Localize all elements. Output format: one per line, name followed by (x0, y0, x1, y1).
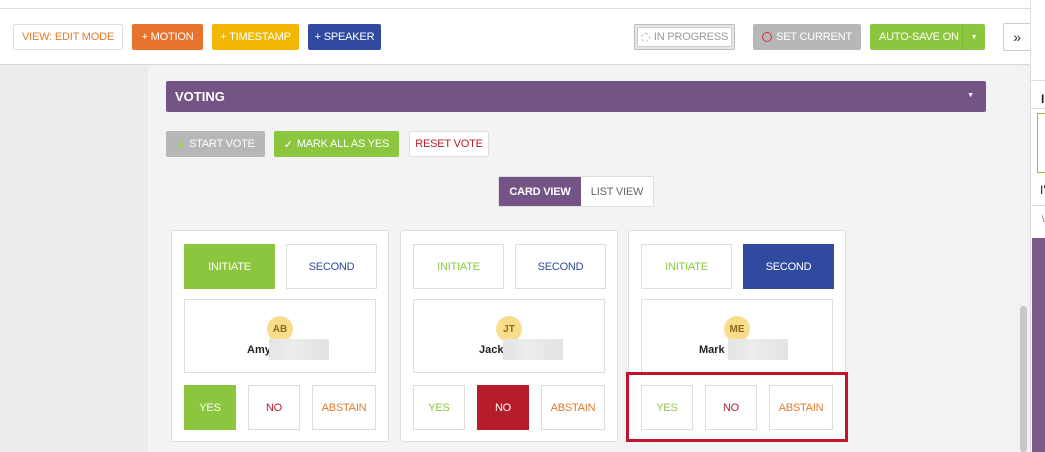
abstain-button[interactable]: ABSTAIN (769, 385, 833, 430)
abstain-button[interactable]: ABSTAIN (541, 385, 605, 430)
no-button[interactable]: NO (705, 385, 757, 430)
in-progress-inner: IN PROGRESS (637, 27, 732, 47)
divider (1031, 80, 1045, 81)
abstain-button[interactable]: ABSTAIN (312, 385, 376, 430)
toolbar: VIEW: EDIT MODE + MOTION + TIMESTAMP + S… (0, 9, 1045, 65)
right-side-panel: I I' \ (1030, 0, 1045, 452)
second-button[interactable]: SECOND (515, 244, 606, 289)
check-icon: ✓ (283, 138, 293, 151)
avatar: ME (724, 316, 750, 342)
mark-all-yes-button[interactable]: ✓ MARK ALL AS YES (274, 131, 399, 157)
view-mode-button[interactable]: VIEW: EDIT MODE (13, 24, 123, 50)
yes-button[interactable]: YES (413, 385, 465, 430)
reset-vote-button[interactable]: RESET VOTE (409, 131, 489, 157)
second-button[interactable]: SECOND (743, 244, 834, 289)
member-info: ME Mark (641, 299, 833, 373)
chevron-down-icon[interactable]: ▼ (967, 92, 974, 99)
scrollbar[interactable] (1016, 66, 1030, 452)
member-card: INITIATE SECOND ME Mark YES NO ABSTAIN (628, 230, 846, 442)
initiate-button[interactable]: INITIATE (641, 244, 732, 289)
right-panel-purple-block (1032, 238, 1045, 452)
scrollbar-thumb[interactable] (1020, 306, 1027, 452)
member-name: Mark (699, 344, 725, 356)
right-panel-text: I' (1040, 183, 1045, 197)
member-card: INITIATE SECOND JT Jack YES NO ABSTAIN (400, 230, 618, 442)
card-view-tab[interactable]: CARD VIEW (499, 177, 581, 206)
voting-title: VOTING (175, 89, 225, 104)
second-button[interactable]: SECOND (286, 244, 377, 289)
mark-all-yes-label: MARK ALL AS YES (296, 138, 390, 150)
auto-save-label: AUTO-SAVE ON (879, 31, 959, 43)
auto-save-button[interactable]: AUTO-SAVE ON ▼ (870, 24, 985, 50)
initiate-button[interactable]: INITIATE (184, 244, 275, 289)
top-strip (0, 0, 1030, 9)
add-motion-button[interactable]: + MOTION (132, 24, 203, 50)
person-icon: ♟ (176, 138, 185, 150)
voting-header[interactable]: VOTING ▼ (166, 81, 986, 112)
divider (1031, 108, 1045, 109)
chevron-down-icon[interactable]: ▼ (962, 24, 985, 50)
target-icon (762, 32, 773, 42)
member-info: AB Amy (184, 299, 376, 373)
redacted-surname (503, 339, 563, 360)
start-vote-label: START VOTE (188, 138, 255, 150)
right-panel-green-box (1037, 113, 1045, 173)
in-progress-label: IN PROGRESS (653, 31, 729, 43)
yes-button[interactable]: YES (184, 385, 236, 430)
member-card: INITIATE SECOND AB Amy YES NO ABSTAIN (171, 230, 389, 442)
left-gutter (0, 66, 148, 452)
redacted-surname (728, 339, 788, 360)
set-current-label: SET CURRENT (776, 31, 852, 43)
member-name: Amy (247, 344, 271, 356)
add-speaker-button[interactable]: + SPEAKER (308, 24, 381, 50)
right-panel-text: I (1041, 92, 1045, 106)
avatar: JT (496, 316, 522, 342)
list-view-tab[interactable]: LIST VIEW (581, 177, 653, 206)
no-button[interactable]: NO (477, 385, 529, 430)
redacted-surname (269, 339, 329, 360)
yes-button[interactable]: YES (641, 385, 693, 430)
avatar: AB (267, 316, 293, 342)
set-current-button[interactable]: SET CURRENT (753, 24, 861, 50)
view-toggle: CARD VIEW LIST VIEW (498, 176, 654, 207)
member-name: Jack (479, 344, 504, 356)
member-info: JT Jack (413, 299, 605, 373)
no-button[interactable]: NO (248, 385, 300, 430)
in-progress-button[interactable]: IN PROGRESS (634, 24, 735, 50)
expand-panel-button[interactable]: » (1003, 23, 1031, 51)
add-timestamp-button[interactable]: + TIMESTAMP (212, 24, 299, 50)
initiate-button[interactable]: INITIATE (413, 244, 504, 289)
right-panel-text: \ (1042, 214, 1045, 224)
start-vote-button[interactable]: ♟ START VOTE (166, 131, 265, 157)
divider (1031, 205, 1045, 206)
spinner-icon (640, 32, 650, 42)
